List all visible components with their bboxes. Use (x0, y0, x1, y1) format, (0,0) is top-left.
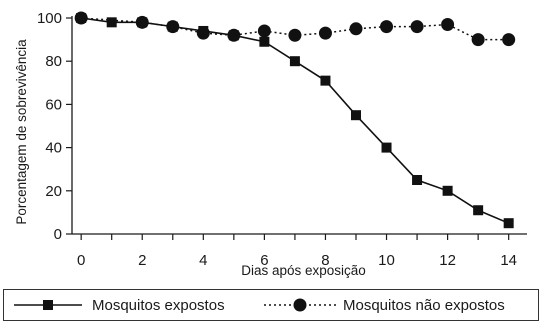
data-point-unexposed (349, 22, 363, 36)
data-point-exposed (259, 36, 270, 47)
x-tick-label: 14 (500, 252, 517, 269)
legend-label-exposed: Mosquitos expostos (92, 297, 225, 314)
legend-label-unexposed: Mosquitos não expostos (343, 297, 505, 314)
data-point-exposed (381, 142, 392, 153)
y-tick-label: 20 (45, 183, 62, 200)
data-point-exposed (503, 218, 514, 229)
data-point-unexposed (502, 33, 516, 47)
y-tick-label: 100 (37, 10, 62, 27)
data-point-unexposed (441, 17, 455, 31)
x-tick-label: 6 (260, 252, 268, 269)
x-tick-label: 10 (378, 252, 395, 269)
series-line-unexposed (81, 17, 509, 41)
legend-marker-unexposed (293, 298, 307, 312)
data-point-exposed (289, 56, 300, 67)
y-tick-label: 0 (54, 226, 62, 243)
series-unexposed (74, 11, 516, 47)
data-point-exposed (320, 75, 331, 86)
y-tick-label: 80 (45, 53, 62, 70)
axes: 0 20 40 60 80 100 0 2 4 6 8 10 12 14 (37, 10, 527, 269)
x-tick-label: 2 (138, 252, 146, 269)
data-point-exposed (350, 110, 361, 121)
y-tick-label: 60 (45, 96, 62, 113)
x-axis-title: Dias após exposição (241, 263, 366, 278)
data-point-exposed (137, 17, 148, 28)
data-point-unexposed (257, 24, 271, 38)
data-point-exposed (76, 13, 87, 23)
data-point-unexposed (288, 28, 302, 42)
data-point-unexposed (410, 20, 424, 34)
series-exposed (76, 13, 514, 229)
legend: Mosquitos expostos Mosquitos não expostos (3, 289, 539, 321)
y-axis-title: Porcentagem de sobrevivência (14, 39, 29, 225)
x-tick-label: 12 (439, 252, 456, 269)
data-point-exposed (473, 205, 484, 216)
legend-marker-exposed (43, 300, 53, 310)
x-tick-label: 8 (321, 252, 329, 269)
data-point-exposed (228, 30, 239, 41)
series-layer (74, 11, 516, 229)
data-point-unexposed (380, 20, 394, 34)
data-point-exposed (167, 21, 178, 32)
data-point-exposed (412, 175, 423, 185)
y-tick-label: 40 (45, 140, 62, 157)
data-point-unexposed (318, 26, 332, 40)
data-point-exposed (442, 185, 453, 196)
data-point-unexposed (471, 33, 485, 47)
data-point-exposed (198, 25, 209, 36)
data-point-exposed (106, 17, 117, 28)
x-tick-label: 4 (199, 252, 207, 269)
x-tick-label: 0 (77, 252, 85, 269)
